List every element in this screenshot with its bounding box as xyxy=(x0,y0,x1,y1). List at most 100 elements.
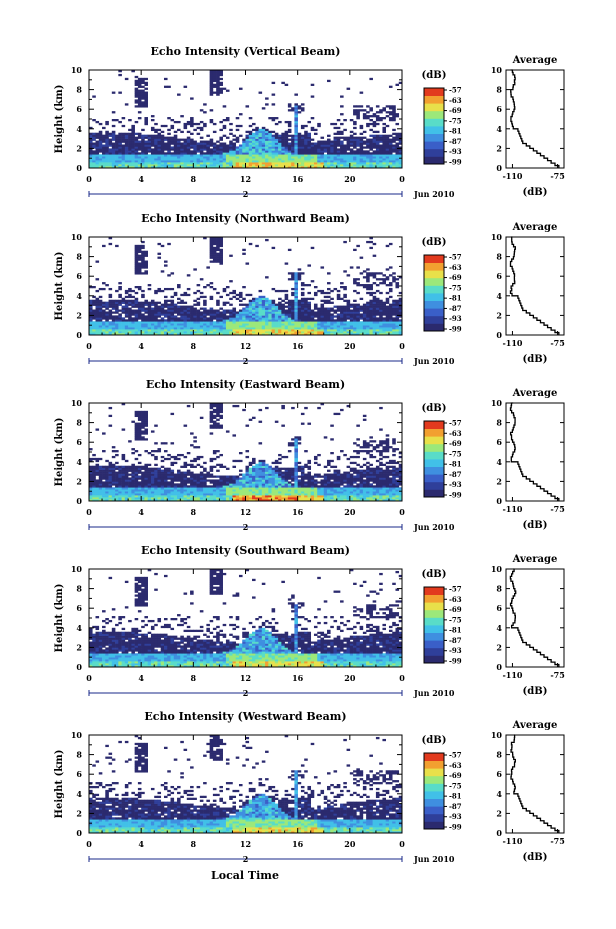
heatmap-cell xyxy=(115,299,119,302)
heatmap-cell xyxy=(193,268,197,271)
heatmap-cell xyxy=(190,119,194,122)
heatmap-cell xyxy=(203,493,207,496)
heatmap-cell xyxy=(193,485,197,488)
heatmap-cell xyxy=(225,327,230,330)
heatmap-cell xyxy=(95,142,100,145)
heatmap-cell xyxy=(206,140,210,143)
heatmap-cell xyxy=(388,117,393,120)
heatmap-cell xyxy=(291,156,295,159)
heatmap-cell xyxy=(131,144,135,147)
heatmap-cell xyxy=(115,134,119,137)
heatmap-cell xyxy=(307,331,312,334)
heatmap-cell xyxy=(180,321,184,324)
heatmap-cell xyxy=(297,148,302,151)
heatmap-cell xyxy=(346,136,351,139)
heatmap-cell xyxy=(199,146,204,149)
heatmap-cell xyxy=(300,150,305,153)
heatmap-cell xyxy=(199,156,204,159)
heatmap-cell xyxy=(160,162,165,165)
heatmap-cell xyxy=(209,412,214,416)
heatmap-cell xyxy=(252,325,256,328)
heatmap-cell xyxy=(111,481,116,484)
heatmap-cell xyxy=(225,136,230,139)
heatmap-cell xyxy=(216,495,220,498)
heatmap-cell xyxy=(294,303,298,306)
heatmap-cell xyxy=(137,426,142,429)
heatmap-cell xyxy=(297,142,302,145)
heatmap-cell xyxy=(248,156,253,159)
heatmap-cell xyxy=(128,162,132,165)
heatmap-cell xyxy=(369,317,373,320)
heatmap-cell xyxy=(203,307,207,310)
heatmap-cell xyxy=(137,329,142,332)
heatmap-cell xyxy=(320,140,325,143)
heatmap-cell xyxy=(242,329,246,332)
heatmap-cell xyxy=(170,295,175,299)
heatmap-cell xyxy=(219,81,223,85)
heatmap-cell xyxy=(173,327,178,330)
heatmap-cell xyxy=(265,315,269,318)
heatmap-cell xyxy=(320,142,325,145)
heatmap-cell xyxy=(398,313,402,316)
heatmap-cell xyxy=(102,311,106,314)
heatmap-cell xyxy=(134,140,139,143)
heatmap-cell xyxy=(330,315,334,318)
heatmap-cell xyxy=(193,156,197,159)
heatmap-cell xyxy=(160,303,165,306)
heatmap-cell xyxy=(137,136,142,139)
heatmap-cell xyxy=(317,329,321,332)
heatmap-cell xyxy=(369,146,373,149)
heatmap-cell xyxy=(291,309,295,312)
heatmap-cell xyxy=(225,301,230,304)
heatmap-cell xyxy=(219,331,223,334)
heatmap-cell xyxy=(196,126,201,130)
heatmap-cell xyxy=(137,301,142,304)
heatmap-cell xyxy=(102,489,106,492)
heatmap-cell xyxy=(134,432,139,435)
heatmap-cell xyxy=(154,291,158,295)
heatmap-cell xyxy=(199,479,204,482)
heatmap-cell xyxy=(297,150,302,153)
heatmap-cell xyxy=(157,473,162,476)
heatmap-cell xyxy=(147,160,152,163)
heatmap-cell xyxy=(349,327,354,330)
heatmap-cell xyxy=(186,150,191,153)
heatmap-cell xyxy=(163,287,168,291)
heatmap-cell xyxy=(366,309,370,312)
heatmap-cell xyxy=(115,450,119,453)
heatmap-cell xyxy=(134,469,139,472)
heatmap-cell xyxy=(209,87,214,90)
heatmap-cell xyxy=(222,156,227,159)
heatmap-cell xyxy=(300,282,305,285)
heatmap-cell xyxy=(333,154,338,157)
heatmap-cell xyxy=(121,301,126,304)
heatmap-cell xyxy=(212,246,217,250)
heatmap-cell xyxy=(287,305,292,308)
heatmap-cell xyxy=(212,85,217,88)
heatmap-cell xyxy=(340,122,344,126)
heatmap-cell xyxy=(362,166,367,168)
heatmap-cell xyxy=(252,138,256,141)
heatmap-cell xyxy=(242,252,246,255)
heatmap-cell xyxy=(199,319,204,322)
heatmap-cell xyxy=(137,485,142,488)
heatmap-cell xyxy=(274,160,279,163)
heatmap-cell xyxy=(147,491,152,494)
heatmap-cell xyxy=(115,152,119,155)
heatmap-cell xyxy=(327,272,331,275)
heatmap-cell xyxy=(206,491,210,494)
heatmap-cell xyxy=(340,156,344,159)
heatmap-cell xyxy=(327,150,331,153)
heatmap-cell xyxy=(232,160,237,163)
heatmap-cell xyxy=(89,156,93,159)
heatmap-cell xyxy=(141,93,145,96)
heatmap-cell xyxy=(154,475,158,478)
heatmap-cell xyxy=(245,156,250,159)
heatmap-cell xyxy=(118,493,122,496)
heatmap-cell xyxy=(219,426,223,429)
heatmap-cell xyxy=(349,313,354,316)
heatmap-cell xyxy=(297,156,302,159)
average-title: Average xyxy=(512,55,558,66)
heatmap-cell xyxy=(193,158,197,161)
heatmap-cell xyxy=(255,148,259,151)
